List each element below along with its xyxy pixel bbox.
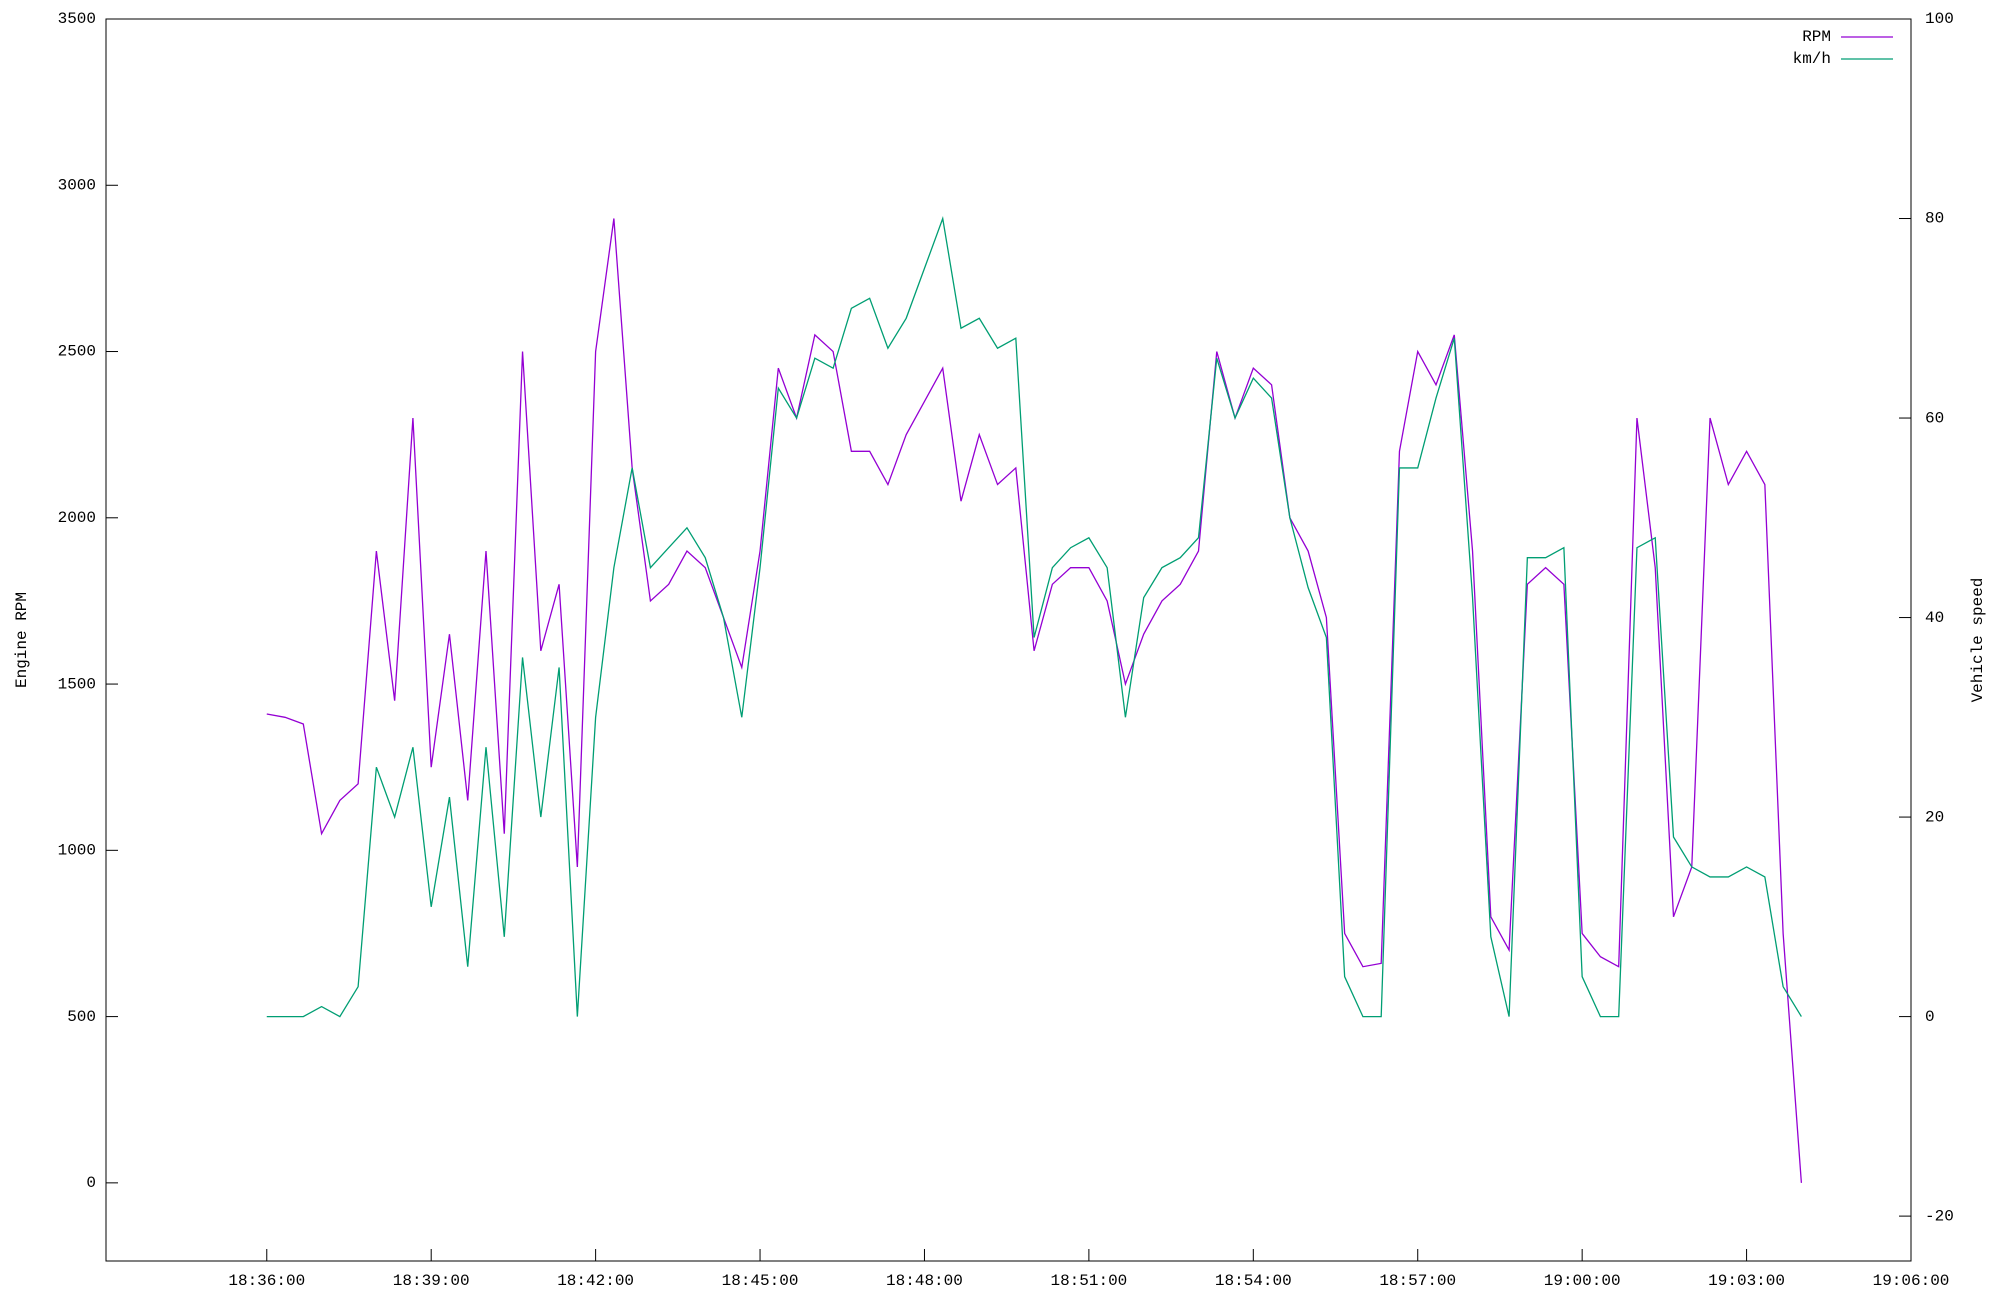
y-tick-label: 1000 [58,842,96,860]
y-tick-label: 500 [67,1008,96,1026]
x-tick-label: 18:48:00 [886,1272,963,1290]
x-tick-label: 18:54:00 [1215,1272,1292,1290]
y2-tick-label: 60 [1925,409,1944,427]
y2-tick-label: 40 [1925,609,1944,627]
legend-label: RPM [1802,28,1831,46]
x-tick-label: 19:06:00 [1873,1272,1950,1290]
y-tick-label: 2000 [58,509,96,527]
y2-tick-label: 20 [1925,808,1944,826]
x-tick-label: 18:45:00 [722,1272,799,1290]
y-tick-label: 3000 [58,176,96,194]
x-tick-label: 18:42:00 [557,1272,634,1290]
y-tick-label: 3500 [58,10,96,28]
x-tick-label: 18:39:00 [393,1272,470,1290]
x-tick-label: 18:51:00 [1050,1272,1127,1290]
series-line [266,215,1802,1018]
plot-frame [105,18,1912,1262]
x-tick-label: 18:36:00 [228,1272,305,1290]
y-tick-label: 1500 [58,675,96,693]
series-line [266,218,1803,1183]
y2-tick-label: 80 [1925,210,1944,228]
y-axis-label: Engine RPM [13,592,31,688]
y2-tick-label: 100 [1925,10,1954,28]
x-tick-label: 19:03:00 [1708,1272,1785,1290]
y2-tick-label: 0 [1925,1008,1935,1026]
legend-label: km/h [1793,50,1831,68]
y2-axis-label: Vehicle speed [1969,578,1987,703]
x-tick-label: 19:00:00 [1544,1272,1621,1290]
y-tick-label: 2500 [58,343,96,361]
y-tick-label: 0 [86,1174,96,1192]
x-tick-label: 18:57:00 [1379,1272,1456,1290]
y2-tick-label: -20 [1925,1207,1954,1225]
